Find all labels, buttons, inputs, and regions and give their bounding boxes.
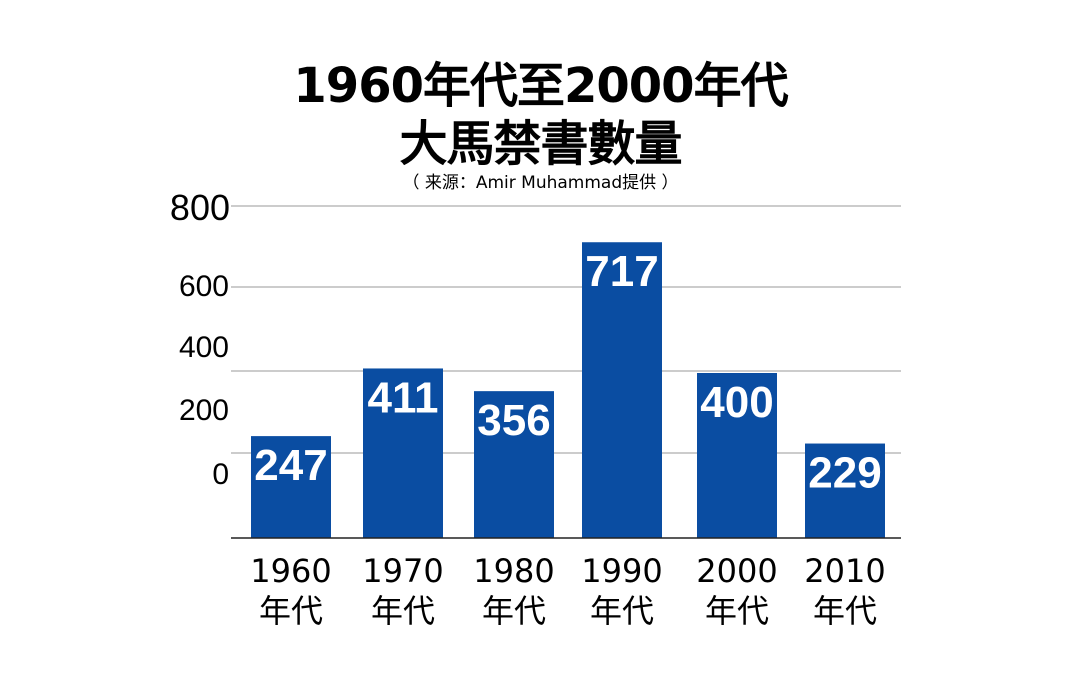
bar-value-label-2010: 229 — [808, 449, 881, 498]
bar-2010 — [805, 443, 885, 538]
y-tick-label-0: 0 — [212, 458, 229, 491]
bar-2000 — [697, 373, 777, 538]
x-tick-sublabel-1990: 年代 — [590, 592, 654, 630]
x-tick-sublabel-2000: 年代 — [705, 592, 769, 630]
x-tick-sublabel-1980: 年代 — [482, 592, 546, 630]
chart-source-note: （ 来源：Amir Muhammad提供 ） — [402, 173, 679, 193]
chart-title-line-2: 大馬禁書數量 — [399, 116, 682, 172]
y-tick-label-800: 800 — [170, 187, 230, 228]
y-tick-label-400: 400 — [179, 331, 229, 364]
x-tick-sublabel-1960: 年代 — [259, 592, 323, 630]
y-tick-label-200: 200 — [179, 394, 229, 427]
bar-value-label-1970: 411 — [368, 373, 439, 422]
x-tick-label-2000: 2000 — [696, 552, 777, 590]
y-tick-label-600: 600 — [179, 270, 229, 303]
bar-1990 — [582, 242, 662, 539]
bar-value-label-1960: 247 — [254, 441, 327, 490]
x-tick-label-1980: 1980 — [473, 552, 554, 590]
bar-value-label-1980: 356 — [477, 396, 550, 445]
x-tick-label-1970: 1970 — [362, 552, 443, 590]
x-tick-label-1990: 1990 — [581, 552, 662, 590]
bar-value-label-1990: 717 — [585, 247, 658, 296]
x-tick-sublabel-2010: 年代 — [813, 592, 877, 630]
x-tick-sublabel-1970: 年代 — [371, 592, 435, 630]
bar-1970 — [363, 368, 443, 538]
chart-title-line-1: 1960年代至2000年代 — [293, 58, 788, 114]
bar-value-label-2000: 400 — [700, 378, 773, 427]
x-tick-label-2010: 2010 — [804, 552, 885, 590]
x-tick-label-1960: 1960 — [250, 552, 331, 590]
bar-1980 — [474, 391, 554, 538]
bar-1960 — [251, 436, 331, 538]
